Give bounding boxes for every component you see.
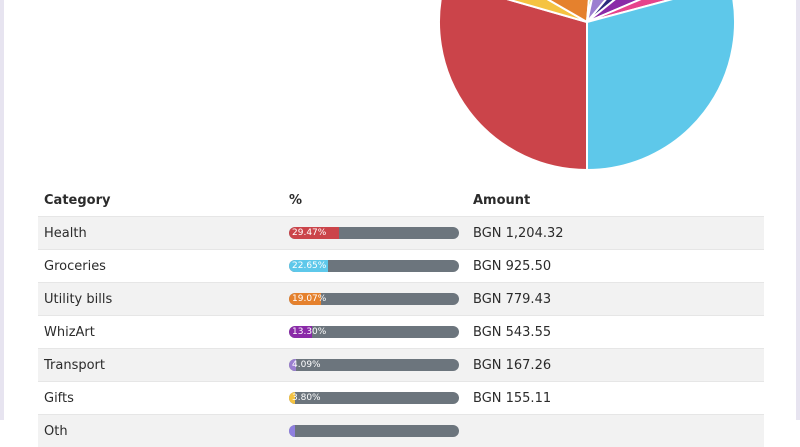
table-row: Health 29.47% BGN 1,204.32 <box>38 216 764 249</box>
percent-cell: 4.09% <box>284 359 468 371</box>
percent-label: 4.09% <box>292 360 321 370</box>
page-left-edge <box>0 0 4 420</box>
percent-progress-fill <box>289 326 312 338</box>
percent-label: 29.47% <box>292 228 327 238</box>
amount-cell: BGN 779.43 <box>473 291 552 307</box>
percent-label: 19.07% <box>292 294 327 304</box>
percent-progress-fill <box>289 260 328 272</box>
percent-label: 3.80% <box>292 393 321 403</box>
percent-progress-fill <box>289 227 340 239</box>
page-right-edge <box>796 0 800 420</box>
category-cell: Gifts <box>44 390 74 406</box>
pie-slice-gifts <box>506 0 588 23</box>
percent-cell <box>284 425 468 437</box>
percent-progress-bar: 3.80% <box>289 392 459 404</box>
table-row: Groceries 22.65% BGN 925.50 <box>38 249 764 282</box>
percent-progress-fill <box>289 293 322 305</box>
expense-table: Category % Amount Health 29.47% BGN 1,204.… <box>38 184 764 447</box>
percent-progress-bar: 13.30% <box>289 326 459 338</box>
percent-cell: 13.30% <box>284 326 468 338</box>
table-header-row: Category % Amount <box>38 184 764 216</box>
percent-progress-fill <box>289 392 296 404</box>
percent-progress-bar <box>289 425 459 437</box>
table-row: Oth <box>38 414 764 447</box>
table-row: Utility bills 19.07% BGN 779.43 <box>38 282 764 315</box>
percent-progress-bar: 4.09% <box>289 359 459 371</box>
category-cell: WhizArt <box>44 324 95 340</box>
header-percent: % <box>289 192 303 208</box>
expense-pie-chart <box>438 0 736 172</box>
percent-progress-fill <box>289 425 295 437</box>
category-cell: Health <box>44 225 87 241</box>
table-row: WhizArt 13.30% BGN 543.55 <box>38 315 764 348</box>
category-cell: Oth <box>44 423 68 439</box>
percent-label: 22.65% <box>292 261 327 271</box>
percent-cell: 3.80% <box>284 392 468 404</box>
header-category: Category <box>44 192 111 208</box>
pie-slice-groceries <box>586 0 736 172</box>
percent-cell: 22.65% <box>284 260 468 272</box>
amount-cell: BGN 155.11 <box>473 390 552 406</box>
amount-cell: BGN 543.55 <box>473 324 552 340</box>
percent-cell: 19.07% <box>284 293 468 305</box>
amount-cell: BGN 1,204.32 <box>473 225 564 241</box>
header-amount: Amount <box>473 192 531 208</box>
category-cell: Utility bills <box>44 291 113 307</box>
pie-slice-health <box>438 0 588 172</box>
percent-label: 13.30% <box>292 327 327 337</box>
table-body: Health 29.47% BGN 1,204.32 Groceries 22.65% B… <box>38 216 764 447</box>
table-row: Transport 4.09% BGN 167.26 <box>38 348 764 381</box>
percent-progress-bar: 19.07% <box>289 293 459 305</box>
pie-slice-utility-bills <box>546 0 590 24</box>
amount-cell: BGN 925.50 <box>473 258 552 274</box>
percent-progress-bar: 29.47% <box>289 227 459 239</box>
percent-progress-bar: 22.65% <box>289 260 459 272</box>
category-cell: Groceries <box>44 258 106 274</box>
category-cell: Transport <box>44 357 106 373</box>
percent-progress-fill <box>289 359 296 371</box>
amount-cell: BGN 167.26 <box>473 357 552 373</box>
percent-cell: 29.47% <box>284 227 468 239</box>
table-row: Gifts 3.80% BGN 155.11 <box>38 381 764 414</box>
